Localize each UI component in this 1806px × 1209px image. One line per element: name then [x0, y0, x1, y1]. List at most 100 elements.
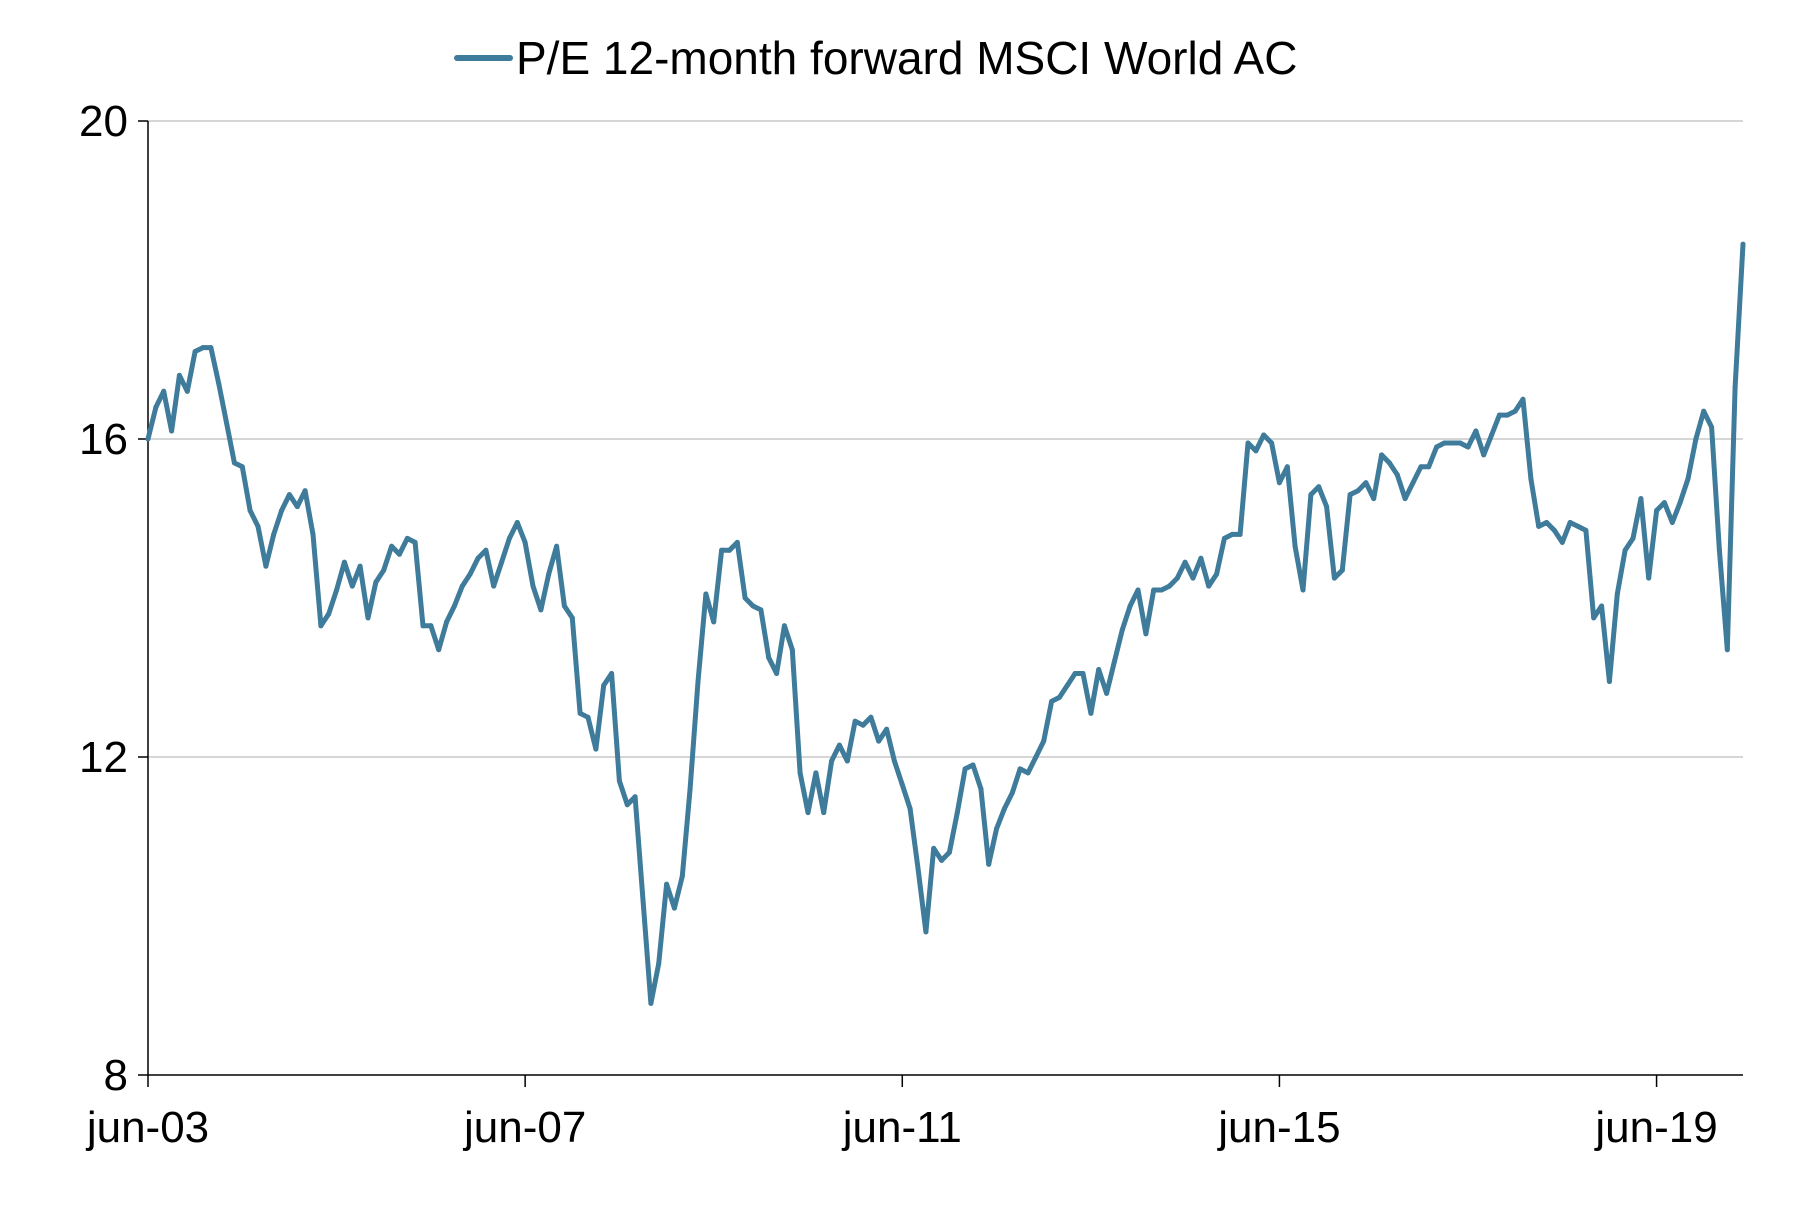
data-point: [986, 861, 992, 867]
data-point: [1127, 603, 1133, 609]
data-point: [263, 563, 269, 569]
data-point: [640, 897, 646, 903]
data-point: [1300, 587, 1306, 593]
data-point: [1151, 587, 1157, 593]
data-point: [239, 464, 245, 470]
data-point: [860, 722, 866, 728]
data-point: [389, 543, 395, 549]
data-point: [561, 603, 567, 609]
data-point: [829, 758, 835, 764]
data-point: [153, 404, 159, 410]
data-point: [1025, 770, 1031, 776]
legend: P/E 12-month forward MSCI World AC: [454, 32, 1297, 84]
data-point: [1465, 444, 1471, 450]
data-point: [1371, 496, 1377, 502]
data-point: [412, 539, 418, 545]
data-point: [946, 849, 952, 855]
data-point: [302, 488, 308, 494]
data-point: [1041, 738, 1047, 744]
data-point: [1449, 440, 1455, 446]
data-point: [805, 810, 811, 816]
x-tick-label: jun-03: [85, 1103, 209, 1152]
data-point: [664, 881, 670, 887]
data-point: [522, 539, 528, 545]
data-point: [671, 905, 677, 911]
data-point: [1221, 535, 1227, 541]
data-point: [436, 647, 442, 653]
data-point: [624, 802, 630, 808]
data-point: [1716, 547, 1722, 553]
data-point: [1033, 754, 1039, 760]
data-point: [475, 555, 481, 561]
data-point: [1056, 694, 1062, 700]
data-point: [1614, 591, 1620, 597]
data-point: [1410, 480, 1416, 486]
data-point: [334, 587, 340, 593]
data-point: [1206, 583, 1212, 589]
data-point: [396, 551, 402, 557]
data-point: [1198, 555, 1204, 561]
data-point: [1363, 480, 1369, 486]
data-point: [145, 436, 151, 442]
data-point: [1622, 547, 1628, 553]
data-point: [1473, 428, 1479, 434]
data-point: [1386, 460, 1392, 466]
data-point: [711, 619, 717, 625]
data-point: [781, 623, 787, 629]
data-point: [538, 607, 544, 613]
data-point: [978, 786, 984, 792]
data-point: [1457, 440, 1463, 446]
data-point: [530, 583, 536, 589]
data-point: [1441, 440, 1447, 446]
data-point: [970, 762, 976, 768]
data-point: [884, 726, 890, 732]
data-point: [365, 615, 371, 621]
data-point: [373, 579, 379, 585]
data-point: [169, 428, 175, 434]
data-point: [224, 420, 230, 426]
data-point: [601, 682, 607, 688]
data-point: [1292, 543, 1298, 549]
data-point: [1276, 480, 1282, 486]
data-point: [1261, 432, 1267, 438]
data-point: [1481, 452, 1487, 458]
data-point: [939, 857, 945, 863]
data-point: [750, 603, 756, 609]
data-point: [459, 583, 465, 589]
data-point: [679, 873, 685, 879]
data-point: [1693, 436, 1699, 442]
data-point: [1308, 492, 1314, 498]
data-point: [1520, 396, 1526, 402]
data-point: [1284, 464, 1290, 470]
x-tick-label: jun-19: [1593, 1103, 1717, 1152]
data-point: [1724, 647, 1730, 653]
data-point: [255, 523, 261, 529]
data-point: [1017, 766, 1023, 772]
data-point: [1709, 424, 1715, 430]
data-point: [1496, 412, 1502, 418]
data-point: [813, 770, 819, 776]
data-point: [1182, 559, 1188, 565]
data-point: [1394, 472, 1400, 478]
data-point: [852, 718, 858, 724]
data-point: [1324, 504, 1330, 510]
data-point: [1677, 500, 1683, 506]
data-point: [719, 547, 725, 553]
gridlines: [148, 120, 1743, 758]
data-point: [1166, 583, 1172, 589]
data-point: [1732, 384, 1738, 390]
data-point: [1669, 520, 1675, 525]
data-point: [1009, 790, 1015, 796]
data-point: [1104, 690, 1110, 696]
data-point: [931, 845, 937, 851]
data-point: [1551, 527, 1557, 533]
data-point: [184, 388, 190, 394]
data-point: [616, 778, 622, 784]
data-point: [609, 671, 615, 676]
data-point: [1606, 679, 1612, 684]
data-point: [1402, 496, 1408, 502]
data-point: [734, 539, 740, 545]
data-point: [499, 559, 505, 565]
data-point: [1316, 484, 1322, 490]
data-point: [758, 607, 764, 613]
